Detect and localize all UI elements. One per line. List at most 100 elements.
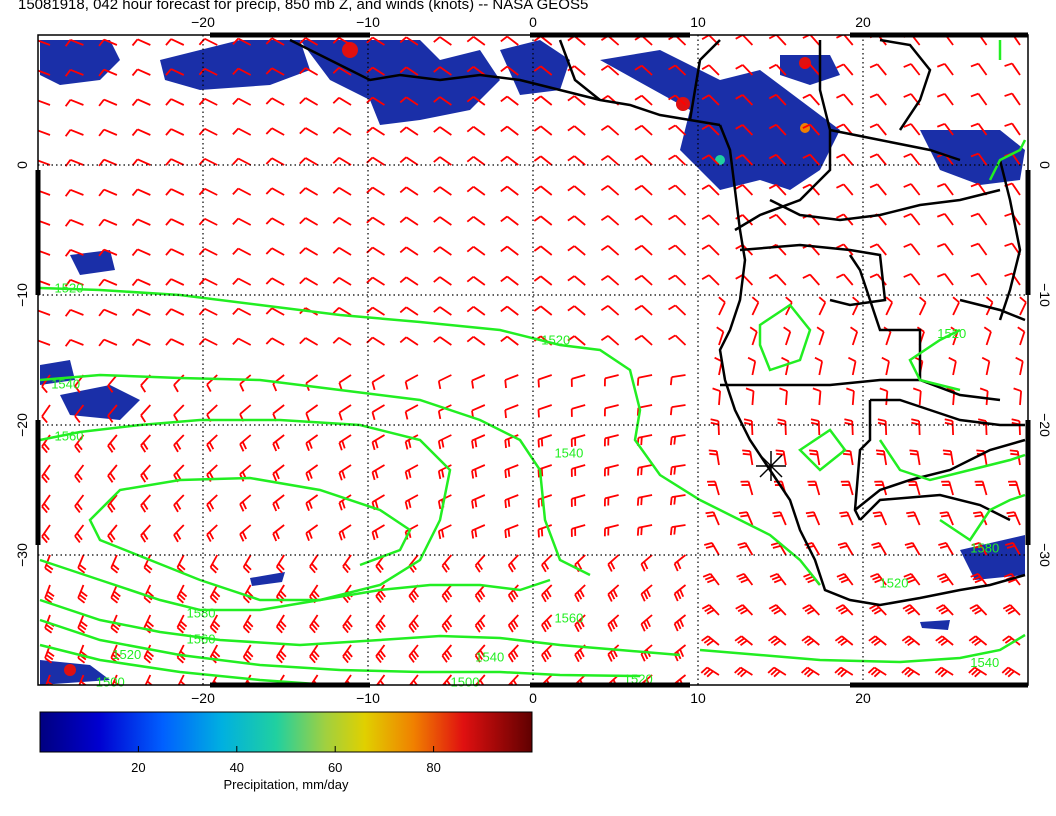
barb-shaft [843, 93, 854, 106]
wind-barb [871, 542, 887, 556]
barb-flag [44, 597, 53, 604]
barb-flag [198, 338, 206, 346]
barb-flag [272, 533, 278, 542]
barb-flag [903, 273, 912, 278]
barb-flag [537, 439, 540, 448]
barb-flag [443, 652, 450, 661]
barb-shaft [103, 278, 118, 286]
barb-shaft [239, 524, 252, 535]
barb-shaft [573, 155, 586, 166]
barb-shaft [405, 66, 419, 76]
barb-shaft [338, 306, 352, 316]
wind-barb [500, 305, 519, 316]
barb-shaft [209, 554, 219, 568]
barb-flag [242, 656, 250, 664]
barb-flag [645, 619, 651, 628]
wind-barb [981, 356, 991, 376]
barb-flag [265, 157, 273, 165]
frame-thick-ticks [35, 32, 1031, 688]
wind-barb [970, 242, 988, 256]
barb-flag [98, 219, 105, 227]
wind-barb [570, 374, 586, 387]
barb-flag [433, 306, 441, 313]
barb-flag [768, 183, 777, 190]
barb-flag [673, 496, 677, 505]
barb-shaft [604, 434, 619, 440]
barb-flag [173, 444, 179, 453]
barb-flag [768, 123, 777, 130]
barb-shaft [338, 524, 352, 534]
wind-barb [332, 336, 352, 346]
barb-shaft [103, 218, 118, 226]
barb-flag [940, 609, 949, 615]
barb-flag [838, 575, 847, 581]
wind-barb [751, 296, 760, 316]
barb-flag [305, 532, 310, 541]
barb-flag [510, 622, 517, 630]
barb-shaft [638, 524, 653, 529]
wind-barb [399, 156, 419, 166]
wind-barb [366, 186, 385, 196]
wind-barb [907, 480, 921, 496]
barb-shaft [671, 494, 686, 499]
barb-shaft [405, 216, 419, 226]
barb-shaft [405, 524, 419, 533]
barb-flag [934, 666, 942, 674]
wind-barb [603, 494, 619, 507]
wind-barb [934, 666, 954, 678]
wind-barb [700, 666, 720, 678]
wind-barb [299, 217, 319, 226]
barb-flag [968, 635, 977, 642]
wind-barb [399, 276, 419, 286]
barb-flag [705, 511, 714, 515]
barb-flag [265, 247, 273, 255]
wind-barb [570, 524, 586, 537]
barb-flag [209, 626, 217, 634]
barb-flag [844, 421, 853, 426]
barb-flag [816, 326, 825, 333]
barb-flag [244, 563, 252, 571]
barb-flag [1004, 212, 1013, 217]
barb-flag [344, 623, 351, 631]
barb-flag [640, 563, 646, 572]
barb-shaft [674, 94, 687, 106]
wind-barb [265, 337, 285, 346]
barb-flag [341, 530, 346, 539]
barb-shaft [918, 301, 927, 316]
wind-barb [232, 337, 252, 346]
barb-flag [112, 563, 120, 571]
barb-flag [178, 593, 186, 601]
barb-flag [32, 340, 37, 347]
barb-shaft [540, 215, 553, 226]
wind-barb [600, 275, 620, 286]
wind-barb [903, 123, 921, 136]
wind-barb [802, 93, 820, 106]
barb-flag [110, 567, 119, 574]
barb-flag [636, 497, 640, 506]
barb-shaft [70, 68, 84, 76]
wind-barb [165, 128, 185, 136]
barb-shaft [604, 494, 619, 500]
barb-shaft [540, 65, 553, 76]
barb-flag [437, 410, 442, 420]
barb-shaft [775, 94, 787, 106]
barb-shaft [140, 494, 152, 506]
barb-flag [533, 215, 542, 222]
contour-line [39, 643, 331, 685]
barb-flag [546, 649, 552, 658]
barb-flag [43, 443, 50, 451]
wind-barb [783, 326, 792, 346]
barb-flag [970, 212, 979, 218]
wind-barb [500, 155, 519, 166]
barb-flag [441, 469, 445, 478]
barb-shaft [206, 404, 218, 416]
barb-shaft [1018, 420, 1021, 436]
contour-line [939, 493, 1026, 542]
barb-flag [504, 529, 507, 539]
barb-flag [44, 657, 53, 664]
barb-flag [777, 421, 786, 426]
barb-shaft [573, 35, 586, 46]
barb-flag [640, 497, 643, 506]
barb-shaft [851, 390, 855, 406]
